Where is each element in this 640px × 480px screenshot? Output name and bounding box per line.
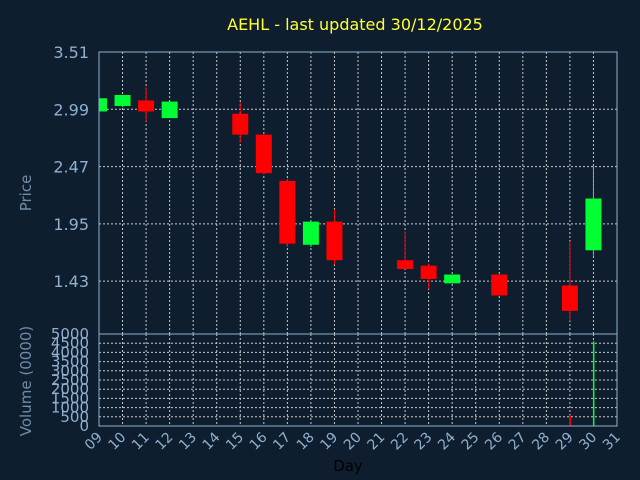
candle-body — [279, 180, 296, 244]
candle-body — [232, 113, 249, 135]
candle — [397, 231, 414, 270]
volume-tick-label: 4500 — [51, 334, 89, 352]
price-tick-label: 2.99 — [53, 100, 89, 119]
day-tick-labels: 09 10 11 12 13 14 15 16 17 18 19 20 21 22 23 24 25 26 27 28… — [82, 429, 624, 453]
candle — [561, 241, 578, 321]
price-tick-labels: 3.51 2.99 2.47 1.95 1.43 — [53, 43, 89, 291]
candle — [114, 94, 131, 108]
candle-body — [585, 198, 602, 251]
candle-body — [444, 274, 461, 284]
volume-tick-label: 4000 — [51, 343, 89, 361]
price-tick-label: 3.51 — [53, 43, 89, 62]
volume-bar — [592, 341, 595, 426]
candle — [232, 102, 249, 143]
volume-tick-label: 0 — [79, 417, 89, 435]
candle-body — [491, 274, 508, 296]
volume-tick-label: 1500 — [51, 389, 89, 407]
candle — [98, 98, 107, 112]
candle — [444, 274, 461, 284]
candle — [326, 209, 343, 265]
candle — [138, 87, 155, 122]
price-tick-label: 1.43 — [53, 272, 89, 291]
price-tick-label: 1.95 — [53, 215, 89, 234]
x-axis-label: Day — [333, 457, 363, 475]
candle — [161, 101, 178, 119]
volume-tick-label: 500 — [60, 408, 89, 426]
candle-body — [326, 221, 343, 261]
candle-body — [138, 100, 155, 112]
volume-tick-label: 3500 — [51, 353, 89, 371]
candle-body — [302, 221, 319, 245]
volume-axis-label: Volume (0000) — [17, 326, 35, 436]
candle — [491, 274, 508, 296]
volume-tick-label: 5000 — [51, 325, 89, 343]
candle — [585, 165, 602, 256]
candle-body — [397, 260, 414, 270]
candle-body — [420, 265, 437, 279]
candle — [279, 178, 296, 247]
price-panel: 3.51 2.99 2.47 1.95 1.43 — [53, 43, 618, 335]
candle-body — [161, 101, 178, 119]
price-candles — [98, 87, 602, 321]
candle-body — [99, 98, 107, 112]
candle — [302, 221, 319, 247]
candle-body — [255, 134, 272, 174]
volume-tick-label: 2000 — [51, 380, 89, 398]
volume-bars — [569, 341, 595, 426]
volume-bar — [569, 414, 571, 426]
y-axis-label: Price — [17, 175, 35, 212]
candle-body — [561, 285, 578, 311]
candle — [255, 133, 272, 175]
volume-tick-label: 1000 — [51, 399, 89, 417]
volume-panel-frame — [98, 333, 618, 427]
price-tick-label: 2.47 — [53, 158, 89, 177]
volume-tick-label: 3000 — [51, 362, 89, 380]
candle-body — [114, 94, 131, 106]
chart-title: AEHL - last updated 30/12/2025 — [227, 15, 483, 34]
candle — [420, 263, 437, 289]
volume-tick-label: 2500 — [51, 371, 89, 389]
